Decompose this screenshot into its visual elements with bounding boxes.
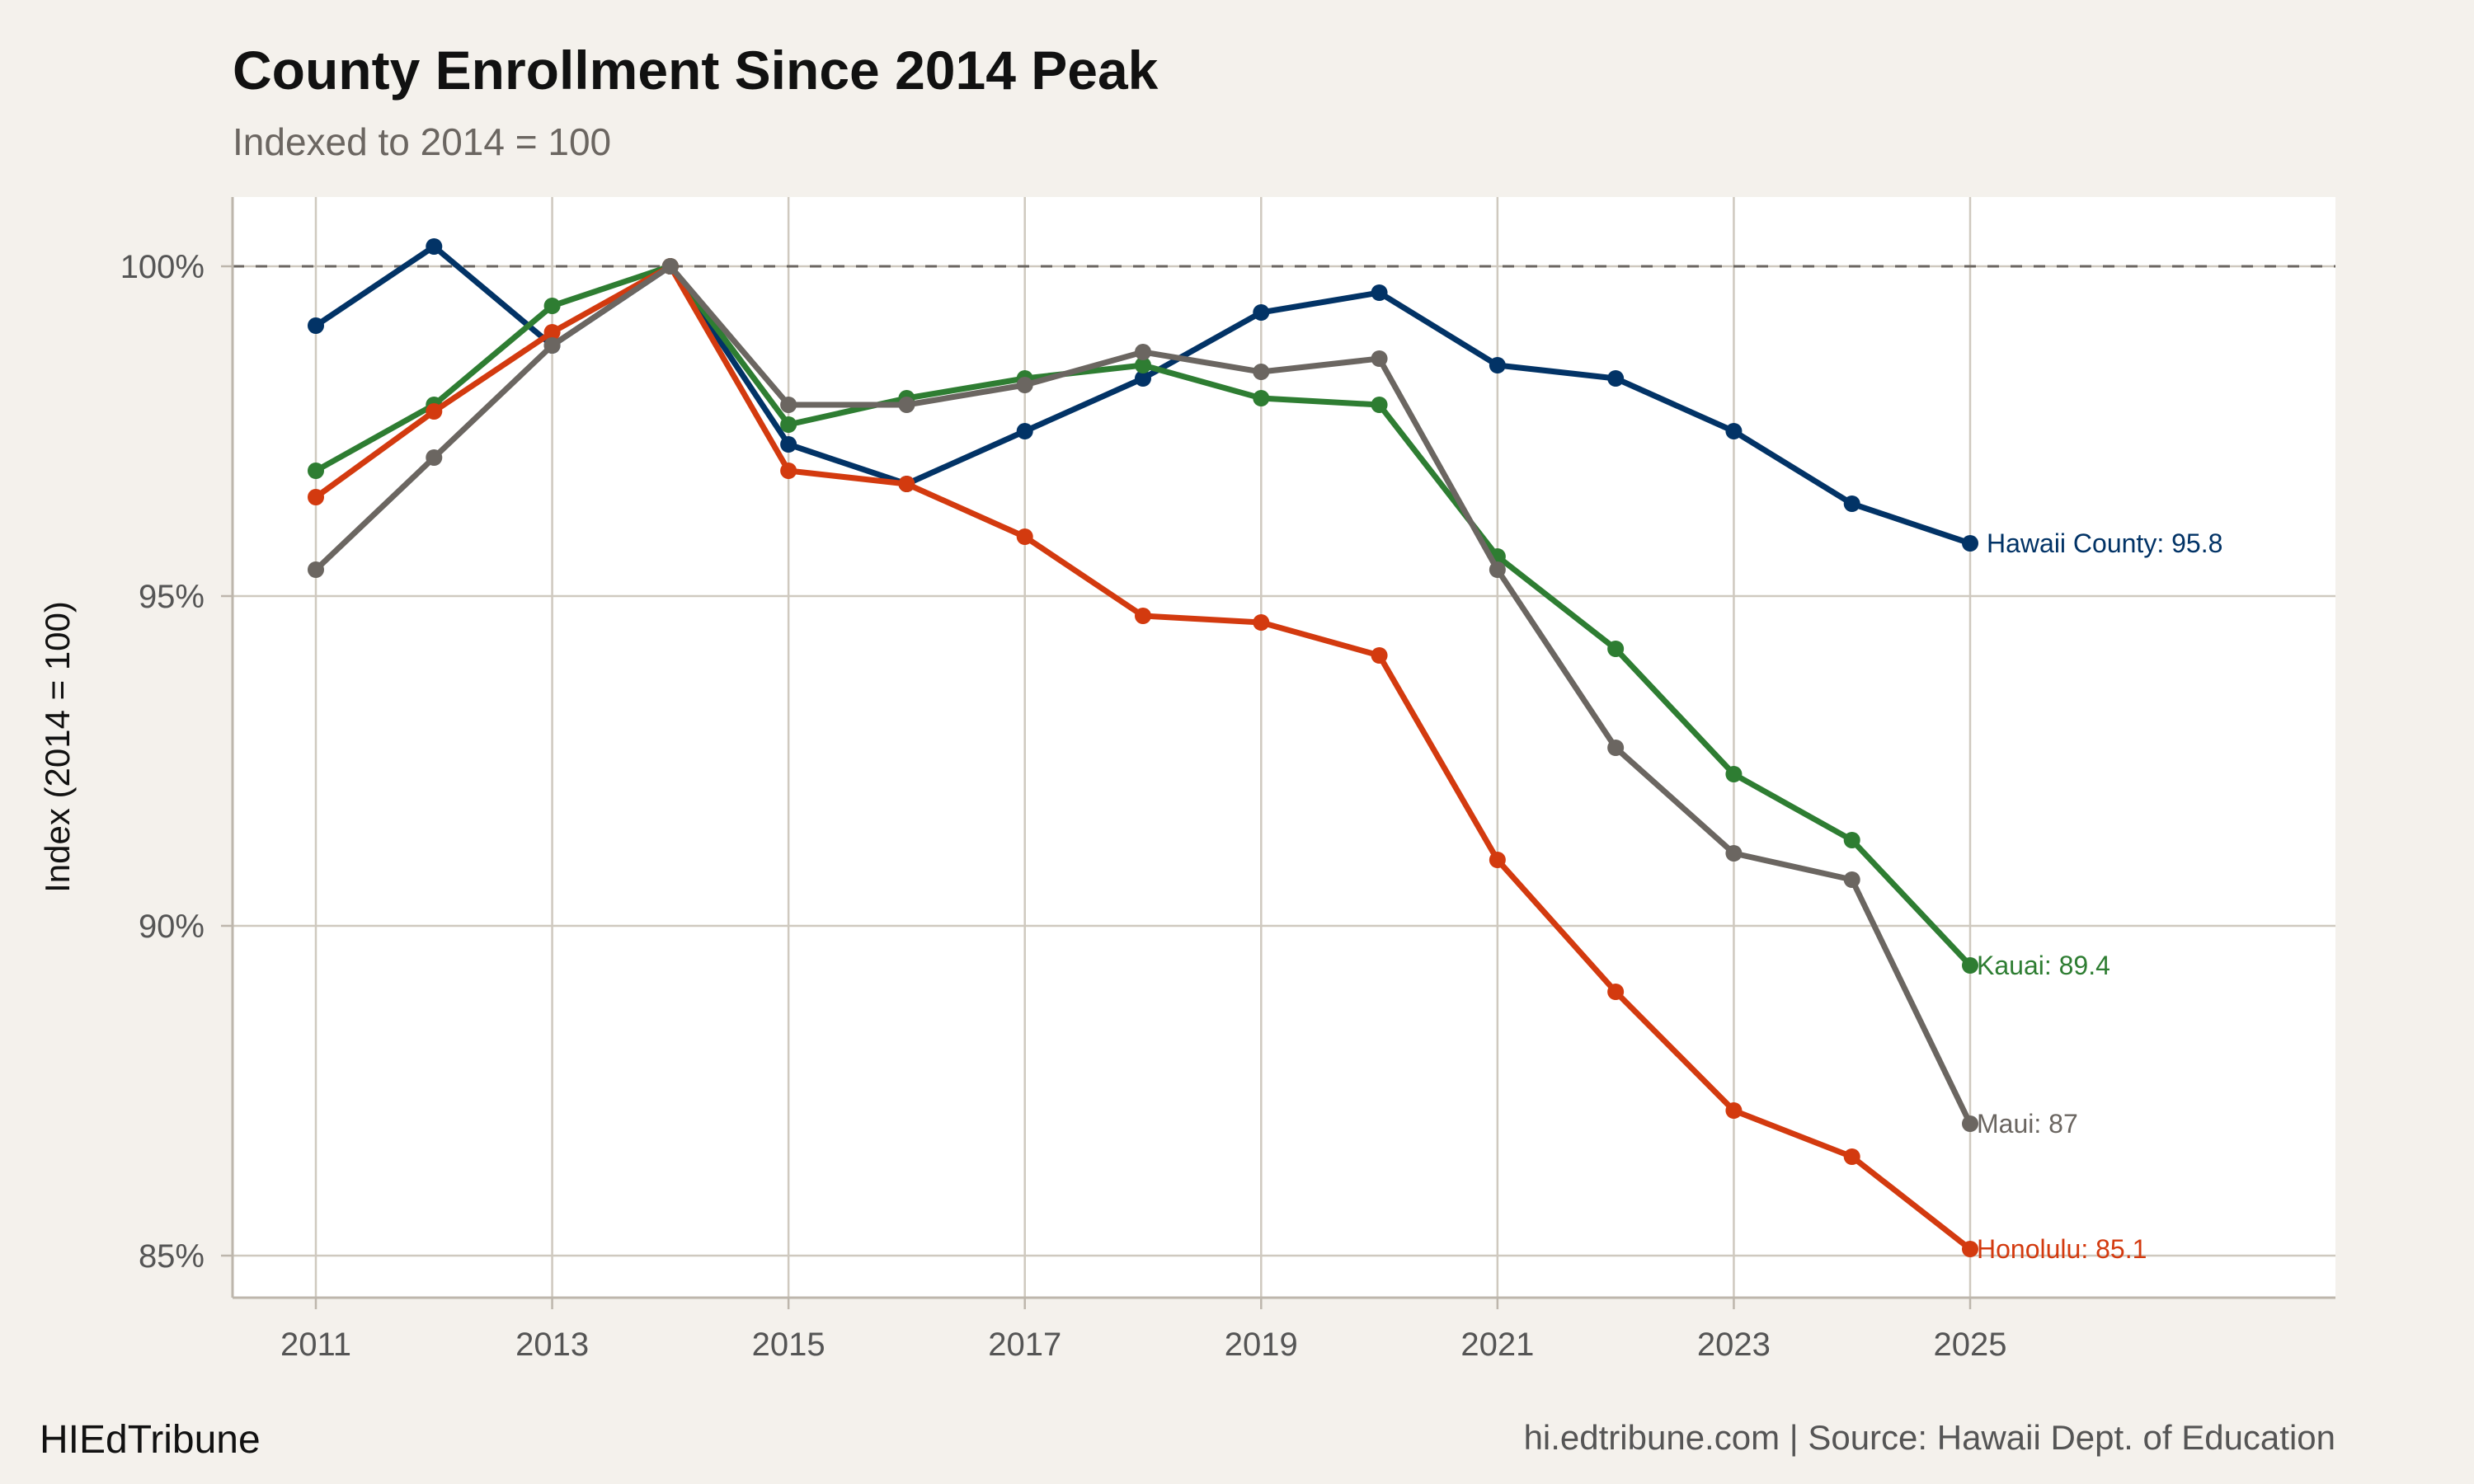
chart-title: County Enrollment Since 2014 Peak — [233, 40, 1159, 101]
data-point — [1016, 528, 1033, 545]
data-point — [1607, 740, 1625, 756]
data-point — [426, 449, 443, 466]
data-point — [308, 489, 324, 505]
data-point — [1607, 984, 1625, 1000]
data-point — [1135, 357, 1151, 373]
x-tick-label: 2019 — [1225, 1327, 1298, 1363]
data-point — [780, 436, 797, 453]
data-point — [1607, 370, 1625, 387]
series-lines: Hawaii County: 95.8 Kauai: 89.4 Honolulu: … — [308, 238, 2222, 1264]
y-axis-label: Index (2014 = 100) — [38, 601, 77, 893]
end-label: Hawaii County: 95.8 — [1987, 528, 2222, 558]
data-point — [1253, 390, 1270, 406]
data-point — [780, 463, 797, 479]
data-point — [1843, 1148, 1860, 1165]
data-point — [1253, 364, 1270, 380]
series-honolulu: Honolulu: 85.1 — [308, 258, 2147, 1264]
data-point — [1962, 1115, 1978, 1132]
y-tick-label: 85% — [139, 1238, 205, 1275]
source-note: hi.edtribune.com | Source: Hawaii Dept. … — [1524, 1418, 2335, 1457]
data-point — [1135, 370, 1151, 387]
data-point — [1016, 423, 1033, 439]
end-label: Maui: 87 — [1977, 1109, 2078, 1139]
series-kauai: Kauai: 89.4 — [308, 258, 2110, 980]
x-tick-label: 2025 — [1934, 1327, 2007, 1363]
x-tick-label: 2021 — [1460, 1327, 1534, 1363]
x-tick-label: 2023 — [1697, 1327, 1771, 1363]
data-point — [898, 476, 915, 492]
end-label: Honolulu: 85.1 — [1977, 1234, 2147, 1264]
grid — [233, 197, 2335, 1298]
data-point — [543, 324, 561, 340]
data-point — [1843, 495, 1860, 512]
data-point — [1725, 845, 1743, 862]
series-maui: Maui: 87 — [308, 258, 2078, 1139]
y-tick-label: 90% — [139, 909, 205, 945]
data-point — [543, 298, 561, 314]
data-point — [426, 238, 443, 255]
data-point — [1135, 344, 1151, 360]
brand-logo-text: HIEdTribune — [40, 1418, 261, 1462]
data-point — [1371, 397, 1388, 413]
y-tick-label: 95% — [139, 579, 205, 615]
data-point — [898, 397, 915, 413]
plot-panel — [233, 197, 2335, 1298]
data-point — [1371, 350, 1388, 367]
data-point — [1135, 608, 1151, 624]
end-label: Kauai: 89.4 — [1977, 951, 2110, 980]
data-point — [1489, 852, 1506, 868]
data-point — [308, 561, 324, 578]
data-point — [1371, 647, 1388, 664]
y-tick-label: 100% — [120, 249, 205, 285]
data-point — [1016, 377, 1033, 393]
data-point — [1962, 957, 1978, 974]
data-point — [1725, 1102, 1743, 1119]
data-point — [1725, 423, 1743, 439]
data-point — [543, 337, 561, 354]
data-point — [661, 258, 679, 275]
data-point — [1843, 832, 1860, 848]
axes: 2011 2013 2015 2017 2019 2021 2023 2025 85% 90% 95… — [120, 197, 2335, 1363]
data-point — [1843, 871, 1860, 888]
data-point — [1253, 304, 1270, 321]
data-point — [1489, 357, 1506, 373]
x-tick-label: 2013 — [515, 1327, 589, 1363]
chart-subtitle: Indexed to 2014 = 100 — [233, 120, 611, 163]
data-point — [780, 416, 797, 433]
data-point — [1253, 614, 1270, 631]
data-point — [780, 397, 797, 413]
data-point — [426, 403, 443, 420]
x-tick-label: 2011 — [280, 1327, 351, 1363]
data-point — [1607, 641, 1625, 657]
data-point — [308, 317, 324, 334]
data-point — [1371, 284, 1388, 301]
data-point — [308, 463, 324, 479]
x-tick-label: 2017 — [988, 1327, 1061, 1363]
data-point — [1962, 1241, 1978, 1257]
data-point — [1725, 766, 1743, 782]
data-point — [1962, 535, 1978, 552]
data-point — [1489, 561, 1506, 578]
x-tick-label: 2015 — [752, 1327, 825, 1363]
